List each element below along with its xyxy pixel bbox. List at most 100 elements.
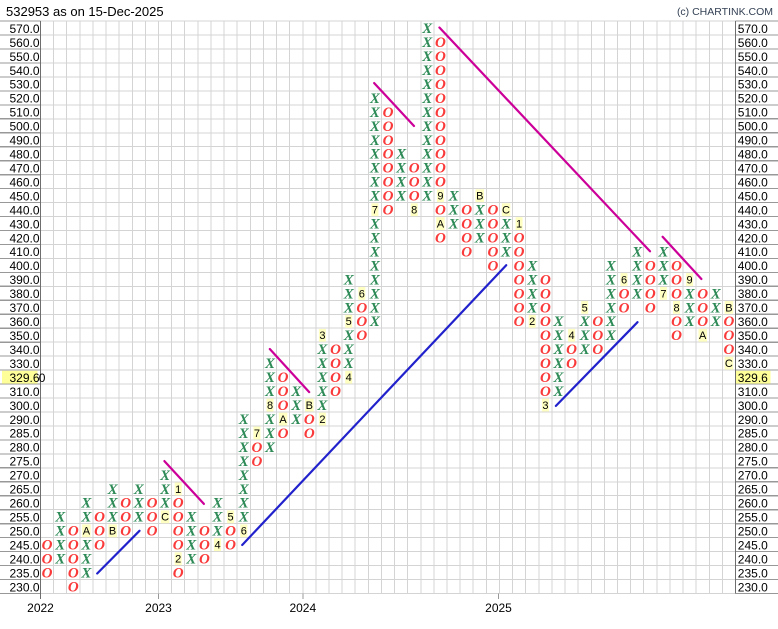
svg-text:O: O	[68, 552, 79, 568]
svg-text:570.0: 570.0	[9, 22, 39, 36]
svg-text:400.0: 400.0	[9, 259, 39, 273]
svg-text:O: O	[173, 510, 184, 526]
svg-text:O: O	[592, 328, 603, 344]
svg-text:0: 0	[39, 371, 46, 385]
svg-text:X: X	[238, 482, 250, 498]
svg-text:560.0: 560.0	[738, 36, 768, 50]
svg-text:370.0: 370.0	[9, 301, 39, 315]
svg-text:X: X	[552, 328, 564, 344]
svg-text:350.0: 350.0	[9, 329, 39, 343]
svg-text:O: O	[383, 133, 394, 149]
svg-text:O: O	[120, 496, 131, 512]
svg-text:300.0: 300.0	[9, 399, 39, 413]
svg-text:X: X	[605, 286, 617, 302]
svg-text:O: O	[383, 119, 394, 135]
svg-text:O: O	[304, 426, 315, 442]
svg-text:240.0: 240.0	[9, 552, 39, 566]
svg-text:O: O	[435, 49, 446, 65]
svg-text:X: X	[80, 538, 92, 554]
svg-text:O: O	[540, 314, 551, 330]
svg-text:O: O	[619, 286, 630, 302]
svg-text:O: O	[435, 63, 446, 79]
svg-text:O: O	[723, 314, 734, 330]
svg-text:X: X	[54, 524, 66, 540]
svg-text:X: X	[631, 258, 643, 274]
svg-text:O: O	[435, 203, 446, 219]
svg-text:X: X	[238, 454, 250, 470]
svg-text:C: C	[502, 205, 510, 217]
svg-text:340.0: 340.0	[738, 343, 768, 357]
svg-text:X: X	[343, 328, 355, 344]
svg-text:O: O	[278, 398, 289, 414]
svg-text:O: O	[671, 314, 682, 330]
svg-text:265.0: 265.0	[9, 483, 39, 497]
svg-text:O: O	[173, 496, 184, 512]
svg-text:X: X	[369, 231, 381, 247]
svg-text:500.0: 500.0	[738, 120, 768, 134]
svg-text:X: X	[369, 161, 381, 177]
svg-text:O: O	[435, 35, 446, 51]
svg-text:O: O	[540, 356, 551, 372]
svg-text:X: X	[80, 566, 92, 582]
svg-text:8: 8	[411, 205, 417, 217]
svg-text:480.0: 480.0	[738, 148, 768, 162]
svg-text:500.0: 500.0	[9, 120, 39, 134]
svg-text:X: X	[290, 384, 302, 400]
svg-text:C: C	[725, 358, 733, 370]
svg-text:X: X	[526, 286, 538, 302]
svg-text:O: O	[540, 342, 551, 358]
svg-text:X: X	[211, 510, 223, 526]
svg-text:285.0: 285.0	[9, 427, 39, 441]
svg-text:X: X	[474, 217, 486, 233]
svg-text:540.0: 540.0	[9, 64, 39, 78]
svg-text:X: X	[107, 496, 119, 512]
svg-text:260.0: 260.0	[738, 497, 768, 511]
svg-text:O: O	[199, 538, 210, 554]
svg-text:X: X	[526, 300, 538, 316]
svg-text:5: 5	[582, 302, 588, 314]
svg-text:X: X	[369, 133, 381, 149]
svg-text:X: X	[369, 300, 381, 316]
svg-text:X: X	[264, 440, 276, 456]
svg-text:O: O	[487, 203, 498, 219]
svg-text:9: 9	[437, 191, 443, 203]
svg-text:340.0: 340.0	[9, 343, 39, 357]
svg-text:280.0: 280.0	[9, 441, 39, 455]
svg-text:450.0: 450.0	[9, 189, 39, 203]
svg-text:X: X	[185, 538, 197, 554]
svg-text:O: O	[94, 538, 105, 554]
svg-text:O: O	[671, 286, 682, 302]
svg-text:265.0: 265.0	[738, 483, 768, 497]
svg-text:O: O	[68, 524, 79, 540]
svg-text:O: O	[383, 161, 394, 177]
svg-text:X: X	[343, 356, 355, 372]
svg-text:6: 6	[359, 288, 365, 300]
svg-text:250.0: 250.0	[738, 524, 768, 538]
svg-text:O: O	[94, 510, 105, 526]
svg-text:329.6: 329.6	[738, 371, 768, 385]
svg-text:2024: 2024	[289, 601, 316, 615]
svg-text:X: X	[579, 328, 591, 344]
svg-text:O: O	[723, 328, 734, 344]
svg-text:X: X	[710, 286, 722, 302]
svg-text:X: X	[579, 342, 591, 358]
svg-text:X: X	[631, 244, 643, 260]
svg-text:430.0: 430.0	[9, 217, 39, 231]
svg-text:X: X	[211, 524, 223, 540]
svg-text:O: O	[487, 258, 498, 274]
svg-text:O: O	[435, 175, 446, 191]
svg-text:330.0: 330.0	[9, 357, 39, 371]
svg-text:O: O	[697, 314, 708, 330]
svg-text:X: X	[474, 231, 486, 247]
svg-text:O: O	[383, 189, 394, 205]
svg-text:290.0: 290.0	[738, 413, 768, 427]
svg-text:440.0: 440.0	[738, 203, 768, 217]
svg-text:3: 3	[319, 330, 325, 342]
svg-text:O: O	[540, 328, 551, 344]
svg-text:530.0: 530.0	[738, 78, 768, 92]
svg-text:O: O	[173, 538, 184, 554]
svg-text:O: O	[225, 538, 236, 554]
svg-text:O: O	[723, 342, 734, 358]
svg-text:4: 4	[569, 330, 575, 342]
svg-text:X: X	[579, 314, 591, 330]
